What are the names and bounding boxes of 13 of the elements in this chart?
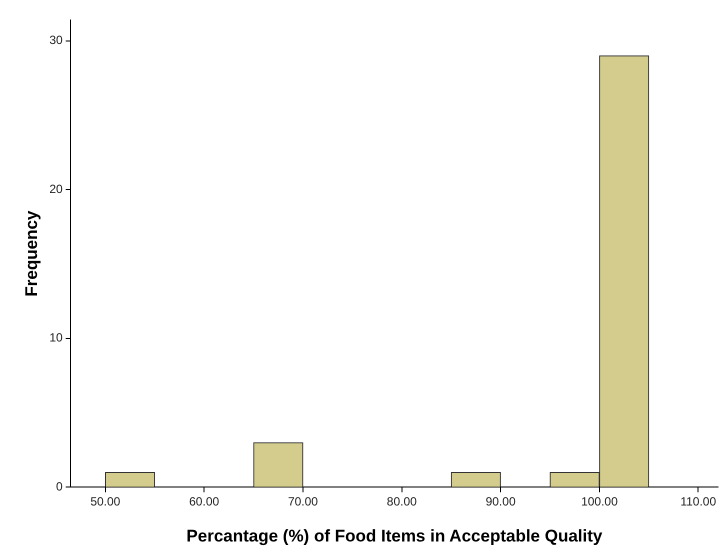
y-tick-label: 20	[49, 182, 64, 196]
y-tick-label: 10	[49, 330, 64, 345]
x-tick-label: 50.00	[90, 494, 121, 509]
y-tick-label: 0	[56, 480, 64, 494]
x-tick-label: 100.00	[581, 494, 618, 509]
x-axis-title: Percantage (%) of Food Items in Acceptable Quality	[186, 526, 603, 546]
x-tick-label: 70.00	[288, 494, 318, 509]
x-tick-label: 80.00	[386, 494, 418, 509]
x-tick-label: 90.00	[486, 494, 516, 509]
y-axis-title: Frequency	[22, 210, 41, 297]
x-tick-label: 110.00	[680, 494, 716, 509]
x-tick-label: 60.00	[189, 494, 220, 509]
y-tick-label: 30	[49, 33, 64, 48]
